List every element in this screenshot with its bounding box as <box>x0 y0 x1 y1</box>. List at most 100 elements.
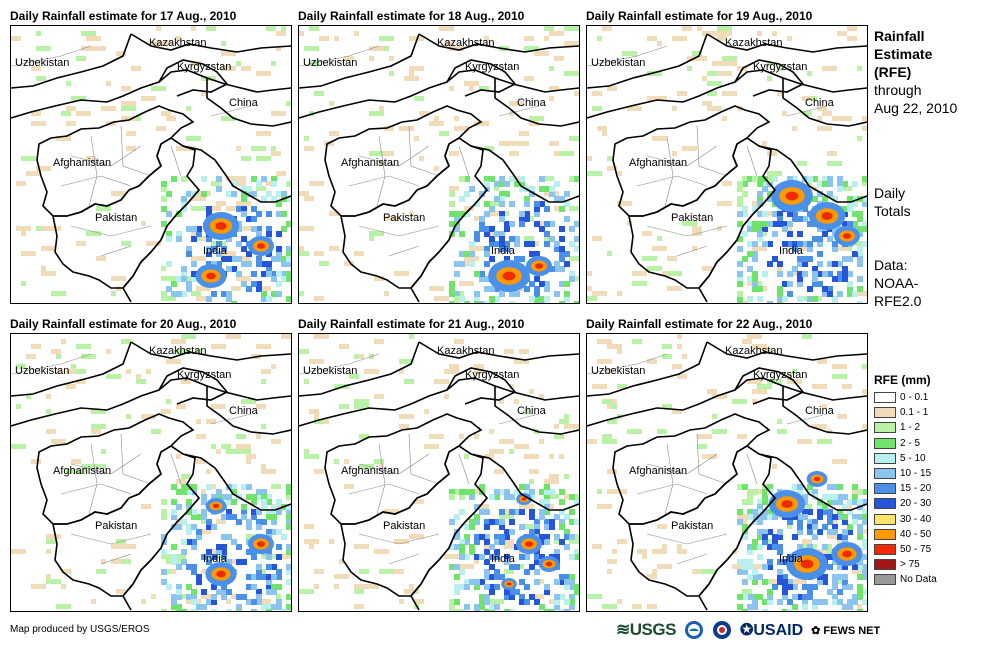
rain-cell <box>171 599 177 605</box>
rain-cell <box>126 146 136 151</box>
rain-cell <box>216 519 226 524</box>
rain-cell <box>777 534 783 540</box>
rain-cell <box>747 564 753 570</box>
rain-cell <box>384 291 389 296</box>
rain-cell <box>51 349 61 354</box>
rain-cell <box>241 66 251 71</box>
rain-cell <box>176 604 182 610</box>
legend-swatch <box>874 468 896 480</box>
rain-cell <box>544 589 550 595</box>
rain-cell <box>96 464 106 469</box>
legend-item: 30 - 40 <box>874 512 937 527</box>
legend-label: 15 - 20 <box>900 483 932 495</box>
rain-cell <box>544 479 559 484</box>
rain-cell <box>171 604 177 610</box>
rain-cell <box>236 544 242 550</box>
rain-cell <box>454 584 460 590</box>
rain-cell <box>747 221 753 227</box>
rain-cell <box>842 574 848 580</box>
rain-cell <box>504 226 510 232</box>
rain-cell <box>607 404 612 409</box>
rain-cell <box>564 574 570 580</box>
rain-cell <box>206 559 212 565</box>
rain-cell <box>549 524 555 530</box>
rain-cell <box>216 589 222 595</box>
rain-cell <box>857 251 863 257</box>
rain-cell <box>211 344 226 349</box>
rain-cell <box>191 226 197 232</box>
rain-cell <box>707 81 722 86</box>
rain-cell <box>792 266 798 272</box>
rain-cell <box>812 276 818 282</box>
rain-cell <box>752 286 758 292</box>
rain-cell <box>702 454 717 459</box>
rain-cell <box>271 176 277 182</box>
rain-cell <box>226 206 236 211</box>
rain-hotspot <box>206 272 216 280</box>
province-boundary <box>60 483 132 495</box>
rain-cell <box>837 176 843 182</box>
rain-cell <box>166 231 172 237</box>
rain-cell <box>354 604 364 609</box>
rain-cell <box>339 344 349 349</box>
rain-cell <box>434 296 449 301</box>
map-label-afghanistan: Afghanistan <box>53 465 111 477</box>
rain-cell <box>529 509 535 515</box>
rain-cell <box>862 201 867 207</box>
rain-cell <box>842 256 848 262</box>
rain-cell <box>429 286 444 291</box>
rain-cell <box>564 414 569 419</box>
rain-cell <box>181 519 187 525</box>
rain-cell <box>206 469 211 474</box>
rain-cell <box>509 291 515 297</box>
rain-cell <box>827 271 833 277</box>
rain-cell <box>564 201 570 207</box>
daily-line2: Totals <box>874 203 911 219</box>
rain-cell <box>742 594 748 600</box>
rain-cell <box>767 514 773 520</box>
rain-cell <box>126 131 136 136</box>
rain-cell <box>489 589 495 595</box>
rain-cell <box>697 26 702 31</box>
rain-cell <box>191 609 197 611</box>
rain-cell <box>822 404 827 409</box>
rain-cell <box>747 251 753 257</box>
rain-cell <box>191 271 197 277</box>
rain-cell <box>161 534 167 540</box>
rain-cell <box>186 106 191 111</box>
rain-cell <box>196 529 202 535</box>
rain-cell <box>226 256 232 262</box>
rain-cell <box>196 579 202 585</box>
rain-cell <box>261 499 267 505</box>
rain-cell <box>266 251 272 257</box>
rain-cell <box>717 71 727 76</box>
rain-cell <box>607 559 617 564</box>
rain-cell <box>271 276 277 282</box>
rain-cell <box>569 594 575 600</box>
rain-cell <box>201 494 207 500</box>
rain-cell <box>16 364 26 369</box>
rain-cell <box>141 504 151 509</box>
rain-cell <box>266 529 272 535</box>
rain-cell <box>524 196 530 202</box>
rain-cell <box>832 116 847 121</box>
rain-cell <box>587 171 602 176</box>
rain-cell <box>489 429 494 434</box>
rain-cell <box>271 439 281 444</box>
rain-cell <box>747 379 762 384</box>
rain-cell <box>414 96 424 101</box>
rain-cell <box>106 374 121 379</box>
rain-cell <box>862 424 867 429</box>
rain-cell <box>514 564 520 570</box>
rain-cell <box>126 369 131 374</box>
rain-cell <box>181 266 187 272</box>
rain-cell <box>181 559 187 565</box>
rain-cell <box>201 91 206 96</box>
rain-cell <box>752 176 758 182</box>
rain-cell <box>574 589 579 595</box>
rain-cell <box>276 544 282 550</box>
rain-cell <box>166 359 181 364</box>
rain-cell <box>216 186 222 192</box>
